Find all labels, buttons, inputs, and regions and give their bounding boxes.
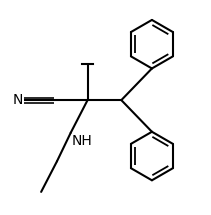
Text: N: N — [13, 93, 23, 107]
Text: NH: NH — [72, 134, 92, 148]
